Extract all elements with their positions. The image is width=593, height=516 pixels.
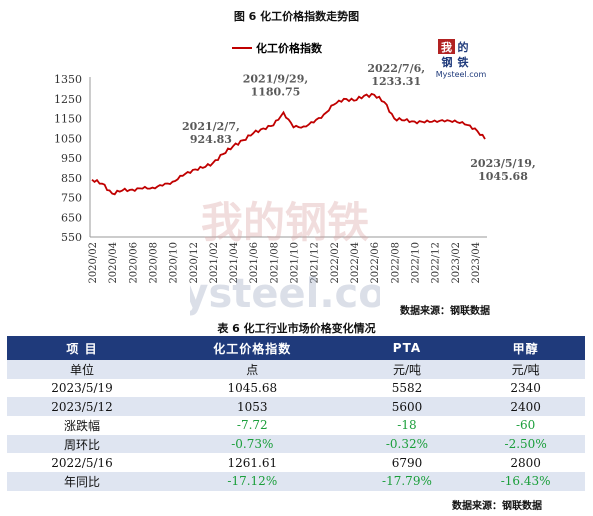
line-chart: 化工价格指数 550 650 750 850 950 1050 1150 1250 1350 2… [0, 22, 593, 312]
cell: -18 [397, 418, 417, 433]
cell: -17.79% [347, 472, 467, 491]
figure-title: 图 6 化工价格指数走势图 [233, 10, 360, 23]
cell: -7.72 [236, 418, 268, 433]
table-row: 2022/5/16 1261.61 6790 2800 [7, 453, 585, 472]
x-tick-label: 2023/04 [471, 242, 482, 284]
svg-text:我: 我 [441, 40, 452, 54]
cell: 5600 [347, 397, 467, 417]
row-label: 单位 [7, 360, 157, 379]
table-row: 周环比 -0.73% -0.32% -2.50% [7, 434, 585, 454]
col-header-item: 项 目 [7, 336, 157, 360]
chart-svg: 化工价格指数 550 650 750 850 950 1050 1150 1250 1350 2… [54, 41, 536, 284]
y-tick-label: 1150 [54, 113, 82, 126]
cell: -16.43% [466, 472, 585, 491]
cell: 1261.61 [227, 455, 278, 470]
price-change-table: 项 目 化工价格指数 PTA 甲醇 单位 点 元/吨 元/吨 2023/5/19… [7, 336, 585, 491]
x-tick-label: 2020/10 [169, 242, 180, 284]
col-header-index: 化工价格指数 [157, 336, 348, 360]
table-row: 年同比 -17.12% -17.79% -16.43% [7, 472, 585, 491]
cell: -17.12% [157, 472, 348, 491]
x-tick-label: 2022/12 [431, 242, 442, 284]
x-tick-label: 2021/04 [229, 242, 240, 284]
table-row: 2023/5/12 1053 5600 2400 [7, 397, 585, 417]
cell: 5582 [391, 381, 423, 396]
table-row: 单位 点 元/吨 元/吨 [7, 360, 585, 379]
svg-text:的: 的 [458, 40, 469, 54]
col-header-methanol: 甲醇 [466, 336, 585, 360]
legend: 化工价格指数 [232, 41, 323, 55]
y-tick-label: 1350 [54, 73, 82, 86]
cell: 2400 [466, 397, 585, 417]
svg-text:钢: 钢 [442, 55, 453, 69]
y-tick-label: 950 [61, 152, 82, 165]
annotations: 2021/2/7,924.83 2021/9/29,1180.75 2022/7/6… [182, 62, 536, 183]
table-header-row: 项 目 化工价格指数 PTA 甲醇 [7, 336, 585, 360]
row-label: 涨跌幅 [63, 418, 100, 433]
x-tick-label: 2021/08 [269, 242, 280, 284]
annotation-value: 924.83 [190, 133, 232, 146]
x-tick-label: 2020/06 [128, 242, 139, 284]
table-row: 涨跌幅 -7.72 -18 -60 [7, 416, 585, 435]
cell: 元/吨 [466, 360, 585, 379]
cell: 6790 [391, 455, 423, 470]
table-title: 表 6 化工行业市场价格变化情况 [217, 322, 376, 335]
annotation-value: 1045.68 [478, 170, 528, 183]
x-tick-labels: 2020/02 2020/04 2020/06 2020/08 2020/10 2020/… [88, 242, 482, 284]
annotation-date: 2023/5/19, [470, 157, 535, 170]
y-tick-label: 650 [61, 211, 82, 224]
row-label: 2023/5/19 [51, 381, 113, 396]
row-label: 2023/5/12 [7, 397, 157, 417]
table-row: 2023/5/19 1045.68 5582 2340 [7, 379, 585, 398]
y-tick-labels: 550 650 750 850 950 1050 1150 1250 1350 [54, 73, 82, 244]
annotation-value: 1233.31 [371, 75, 421, 88]
y-tick-label: 850 [61, 172, 82, 185]
y-tick-label: 550 [61, 231, 82, 244]
x-tick-label: 2021/12 [310, 242, 321, 284]
cell: 点 [157, 360, 348, 379]
table-source: 数据来源：钢联数据 [452, 501, 542, 512]
y-tick-label: 1050 [54, 132, 82, 145]
series-line [91, 92, 486, 196]
row-label: 周环比 [7, 434, 157, 454]
row-label: 年同比 [7, 472, 157, 491]
cell: -0.73% [157, 434, 348, 454]
svg-text:铁: 铁 [458, 55, 469, 69]
legend-label: 化工价格指数 [256, 41, 323, 55]
cell: 1053 [157, 397, 348, 417]
x-tick-label: 2022/02 [330, 242, 341, 284]
mysteel-logo: 我 的 钢 铁 Mysteel.com [436, 39, 487, 79]
annotation-value: 1180.75 [251, 85, 301, 98]
cell: 2800 [510, 455, 541, 470]
x-tick-label: 2023/02 [451, 242, 462, 284]
x-tick-label: 2020/04 [108, 242, 119, 284]
cell: -2.50% [466, 434, 585, 454]
svg-text:Mysteel.com: Mysteel.com [436, 70, 486, 79]
annotation-date: 2021/2/7, [182, 120, 240, 133]
y-tick-label: 750 [61, 192, 82, 205]
figure-source: 数据来源：钢联数据 [400, 306, 490, 317]
x-tick-label: 2022/10 [410, 242, 421, 284]
x-tick-label: 2022/08 [390, 242, 401, 284]
annotation-date: 2021/9/29, [243, 72, 308, 85]
col-header-pta: PTA [347, 336, 467, 360]
annotation-date: 2022/7/6, [367, 62, 425, 75]
x-tick-label: 2020/08 [148, 242, 159, 284]
cell: -60 [515, 418, 536, 433]
x-tick-label: 2021/10 [290, 242, 301, 284]
x-tick-label: 2021/06 [249, 242, 260, 284]
x-tick-label: 2022/06 [370, 242, 381, 284]
x-tick-label: 2021/02 [209, 242, 220, 284]
cell: -0.32% [347, 434, 467, 454]
row-label: 2022/5/16 [51, 455, 113, 470]
x-tick-label: 2020/02 [88, 242, 99, 284]
y-tick-label: 1250 [54, 93, 82, 106]
cell: 元/吨 [347, 360, 467, 379]
cell: 1045.68 [227, 381, 278, 396]
x-tick-label: 2020/12 [189, 242, 200, 284]
cell: 2340 [510, 381, 541, 396]
x-tick-label: 2022/04 [350, 242, 361, 284]
